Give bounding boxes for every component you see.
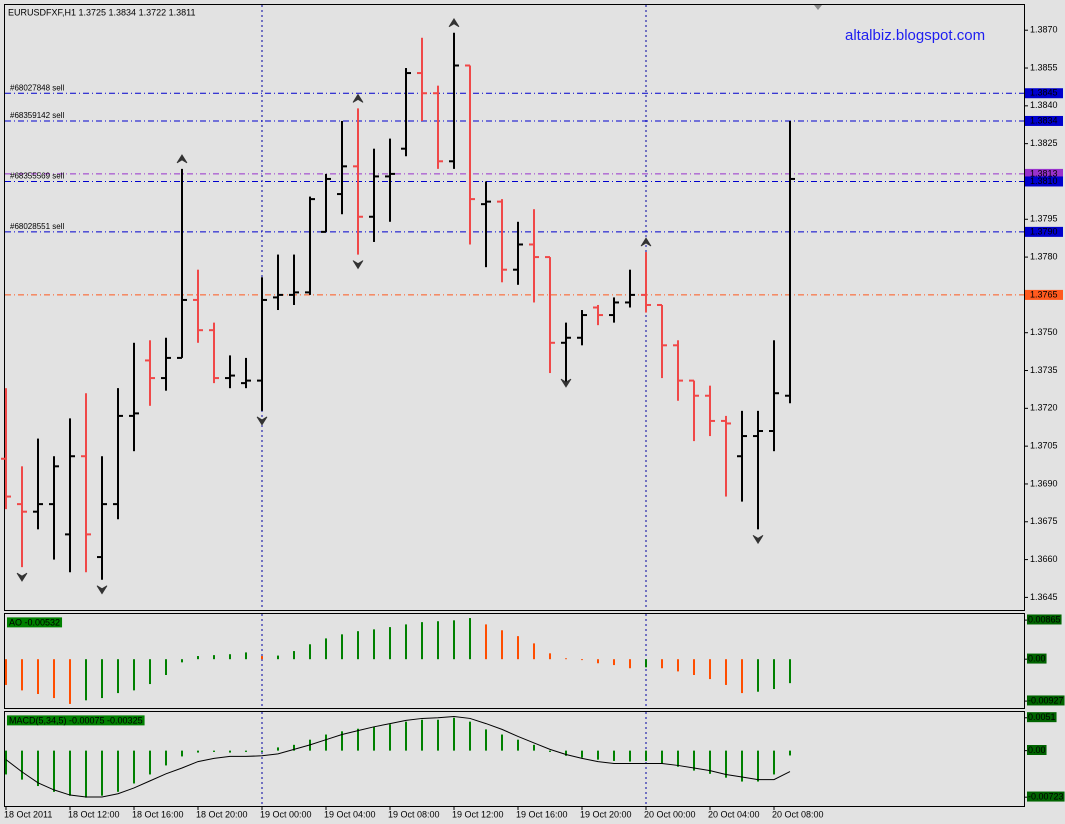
y-tick-box bbox=[1027, 695, 1065, 706]
x-tick-label: 19 Oct 00:00 bbox=[260, 809, 312, 819]
fractal-up bbox=[448, 17, 460, 28]
indicator-title: AO -0.00532 bbox=[9, 617, 60, 627]
chart-title: EURUSDFXF,H1 1.3725 1.3834 1.3722 1.3811 bbox=[8, 7, 195, 17]
y-tick-box bbox=[1027, 712, 1057, 723]
macd-window bbox=[4, 711, 1025, 807]
y-tick-label: 1.3825 bbox=[1030, 138, 1058, 148]
order-label: #68028551 sell bbox=[10, 222, 64, 231]
y-tick-label: 1.3795 bbox=[1030, 214, 1058, 224]
price-box-label: 1.3845 bbox=[1030, 88, 1058, 98]
y-tick-box bbox=[1027, 653, 1047, 664]
price-box bbox=[1025, 289, 1063, 300]
fractal-down bbox=[752, 534, 764, 545]
price-box-label: 1.3834 bbox=[1030, 115, 1058, 125]
y-tick-label: 0.0051 bbox=[1028, 712, 1056, 722]
x-tick-label: 19 Oct 08:00 bbox=[388, 809, 440, 819]
y-tick-label: 1.3675 bbox=[1030, 516, 1058, 526]
shift-marker bbox=[814, 5, 822, 10]
x-tick-label: 20 Oct 08:00 bbox=[772, 809, 824, 819]
price-box bbox=[1025, 115, 1063, 126]
y-tick-label: -0.00723 bbox=[1028, 792, 1064, 802]
indicator-title-box bbox=[7, 715, 145, 726]
y-tick-box bbox=[1027, 791, 1065, 802]
y-tick-label: 1.3750 bbox=[1030, 327, 1058, 337]
fractal-down bbox=[560, 378, 572, 388]
y-tick-label: 1.3840 bbox=[1030, 100, 1058, 110]
y-tick-box bbox=[1027, 614, 1062, 625]
price-box-label: 1.3813 bbox=[1030, 168, 1058, 178]
order-label: #68027848 sell bbox=[10, 83, 64, 92]
y-tick-label: 1.3735 bbox=[1030, 365, 1058, 375]
fractal-down bbox=[256, 416, 268, 426]
fractal-up bbox=[352, 93, 364, 103]
order-label: #68359142 sell bbox=[10, 111, 64, 120]
price-box-label: 1.3790 bbox=[1030, 226, 1058, 236]
y-tick-label: 1.3705 bbox=[1030, 441, 1058, 451]
indicator-title-box bbox=[7, 617, 63, 628]
x-tick-label: 20 Oct 04:00 bbox=[708, 809, 760, 819]
x-tick-label: 18 Oct 2011 bbox=[4, 809, 52, 819]
y-tick-label: 1.3720 bbox=[1030, 403, 1058, 413]
x-tick-label: 19 Oct 20:00 bbox=[580, 809, 632, 819]
fractal-down bbox=[96, 585, 108, 595]
price-box bbox=[1025, 168, 1063, 179]
y-tick-label: 0.00865 bbox=[1028, 614, 1061, 624]
y-tick-label: 0.00 bbox=[1028, 745, 1046, 755]
price-box bbox=[1025, 88, 1063, 99]
x-tick-label: 20 Oct 00:00 bbox=[644, 809, 696, 819]
x-tick-label: 18 Oct 12:00 bbox=[68, 809, 120, 819]
y-tick-label: 1.3690 bbox=[1030, 478, 1058, 488]
fractal-up bbox=[176, 154, 188, 164]
y-tick-label: 1.3645 bbox=[1030, 592, 1058, 602]
y-tick-label: 1.3660 bbox=[1030, 554, 1058, 564]
price-box bbox=[1025, 176, 1063, 187]
x-tick-label: 18 Oct 20:00 bbox=[196, 809, 248, 819]
y-tick-label: -0.00927 bbox=[1028, 695, 1064, 705]
fractal-down bbox=[16, 572, 28, 582]
main-window bbox=[4, 4, 1025, 611]
price-box-label: 1.3810 bbox=[1030, 176, 1058, 186]
y-tick-box bbox=[1027, 745, 1047, 756]
fractal-up bbox=[640, 237, 652, 247]
y-tick-label: 1.3870 bbox=[1030, 25, 1058, 35]
x-tick-label: 19 Oct 12:00 bbox=[452, 809, 504, 819]
signal-line bbox=[5, 716, 791, 798]
y-tick-label: 1.3855 bbox=[1030, 62, 1058, 72]
ao-window bbox=[4, 613, 1025, 709]
order-label: #68355569 sell bbox=[10, 172, 64, 181]
y-tick-label: 1.3780 bbox=[1030, 251, 1058, 261]
x-tick-label: 18 Oct 16:00 bbox=[132, 809, 184, 819]
price-box-label: 1.3765 bbox=[1030, 289, 1058, 299]
x-tick-label: 19 Oct 16:00 bbox=[516, 809, 568, 819]
watermark: altalbiz.blogspot.com bbox=[845, 27, 985, 44]
price-box bbox=[1025, 226, 1063, 237]
fractal-down bbox=[352, 260, 364, 270]
x-tick-label: 19 Oct 04:00 bbox=[324, 809, 376, 819]
y-tick-label: 0.00 bbox=[1028, 654, 1046, 664]
indicator-title: MACD(5,34,5) -0.00075 -0.00325 bbox=[9, 715, 143, 725]
